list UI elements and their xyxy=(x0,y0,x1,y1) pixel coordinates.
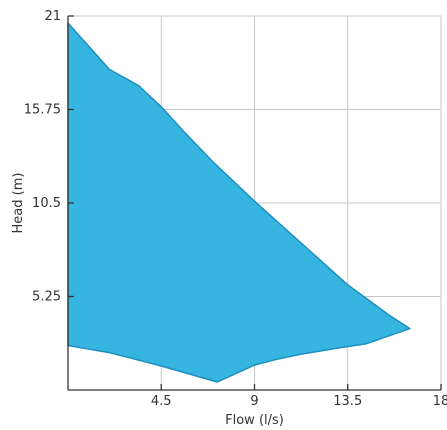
x-axis-label: Flow (l/s) xyxy=(225,413,284,428)
x-tick-label: 4.5 xyxy=(151,394,172,409)
y-tick-label: 15.75 xyxy=(24,103,61,118)
x-tick-label: 18 xyxy=(433,394,447,409)
x-tick-label: 13.5 xyxy=(333,394,362,409)
y-tick-label: 10.5 xyxy=(32,196,61,211)
y-axis-label: Head (m) xyxy=(11,173,26,234)
x-tick-label: 9 xyxy=(250,394,258,409)
y-tick-label: 5.25 xyxy=(32,290,61,305)
y-tick-label: 21 xyxy=(44,9,61,24)
